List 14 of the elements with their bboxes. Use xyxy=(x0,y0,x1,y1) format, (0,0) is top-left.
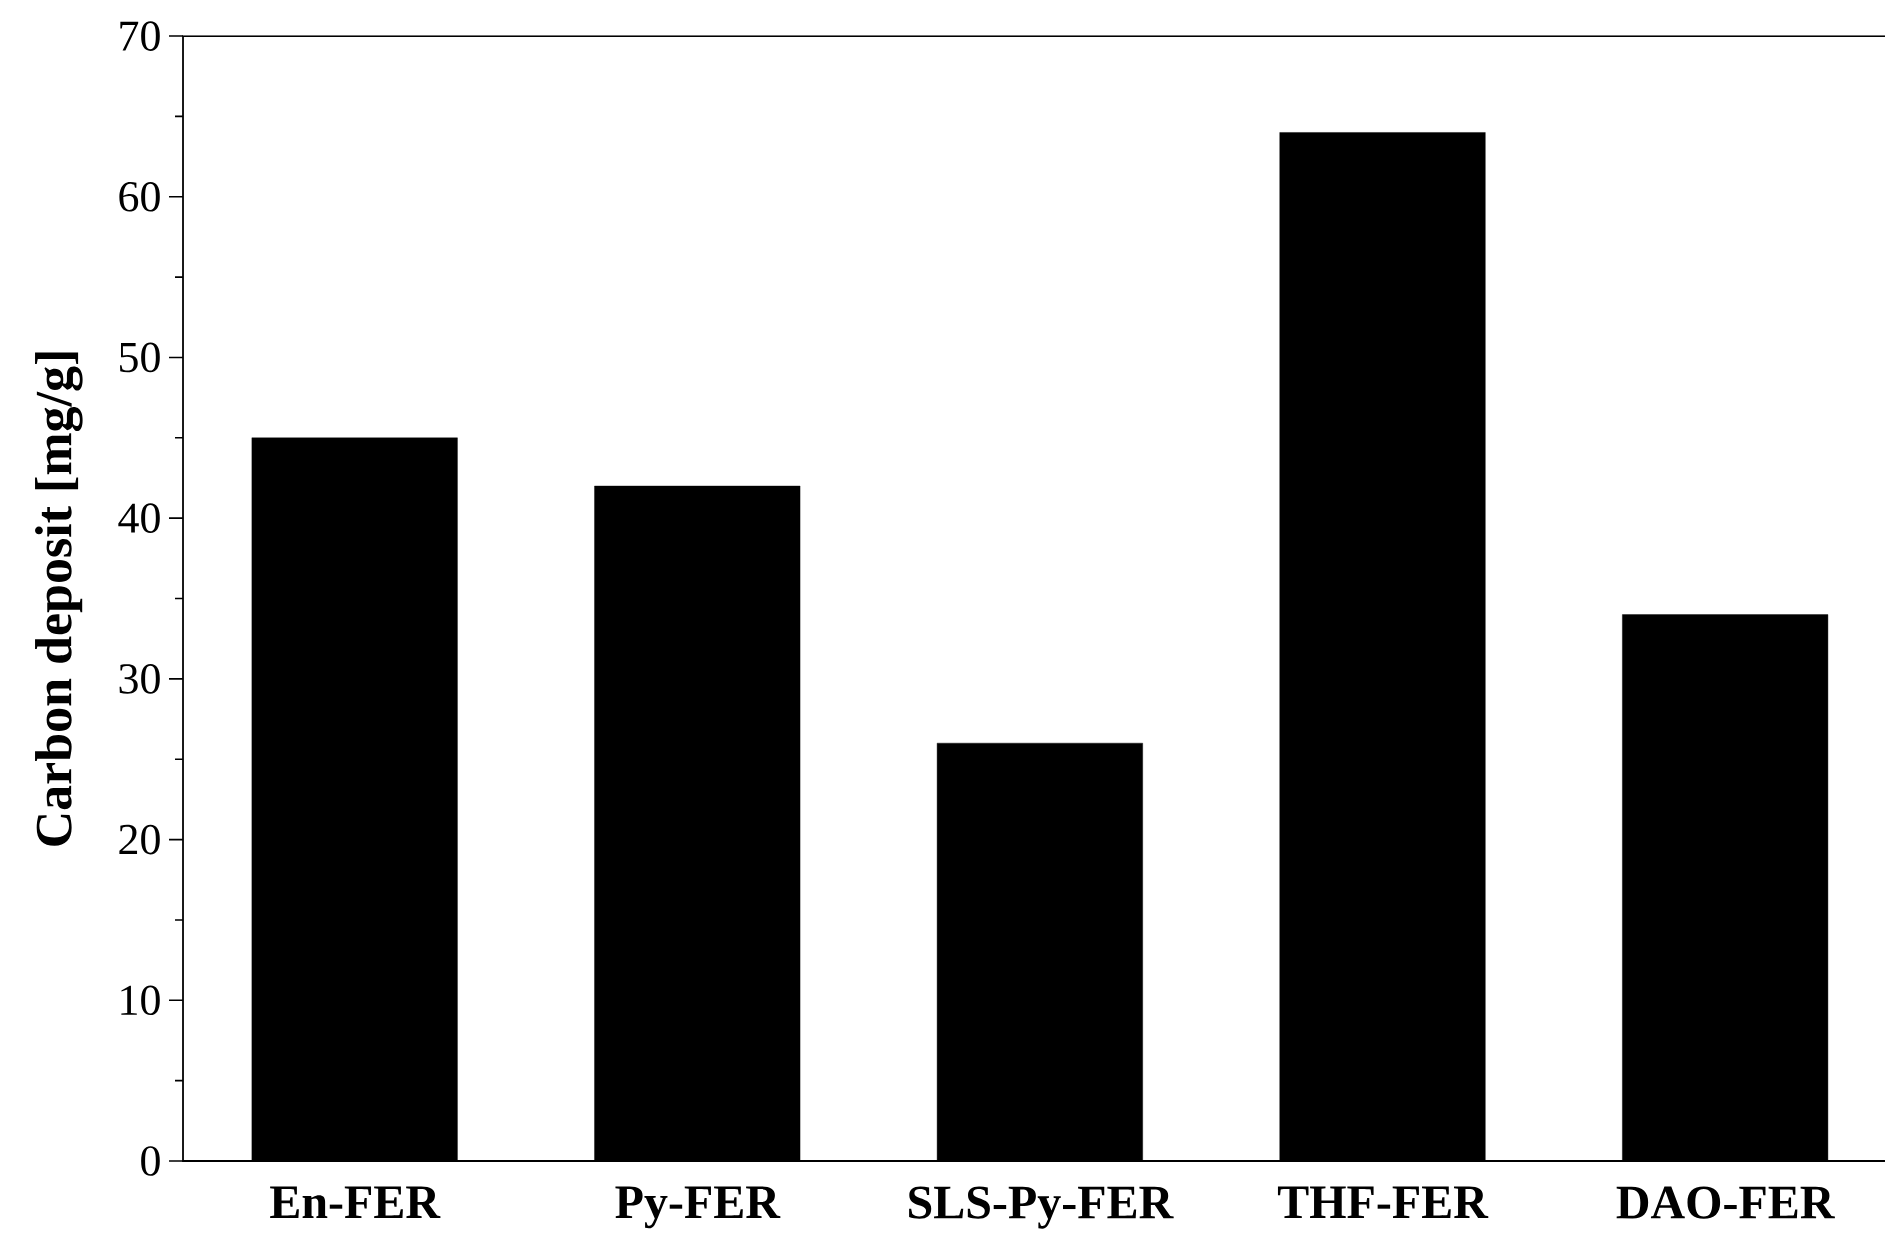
y-tick-label: 30 xyxy=(119,664,160,694)
y-tick-label: 40 xyxy=(118,503,160,533)
y-tick-label: 50 xyxy=(120,342,160,373)
y-tick-label: 20 xyxy=(119,824,160,855)
y-tick-label: 0 xyxy=(141,1146,160,1176)
x-tick-label: DAO-FER xyxy=(1616,1186,1835,1219)
x-tick-label: THF-FER xyxy=(1277,1186,1489,1218)
y-tick-label: 10 xyxy=(121,985,160,1016)
x-tick-label: SLS-Py-FER xyxy=(909,1186,1174,1229)
y-tick-label: 60 xyxy=(119,181,160,212)
x-tick-label: Py-FER xyxy=(615,1186,781,1229)
x-tick-label: En-FER xyxy=(270,1186,441,1218)
y-tick-label: 70 xyxy=(120,21,160,51)
y-axis-title: Carbon deposit [mg/g] xyxy=(35,352,83,846)
